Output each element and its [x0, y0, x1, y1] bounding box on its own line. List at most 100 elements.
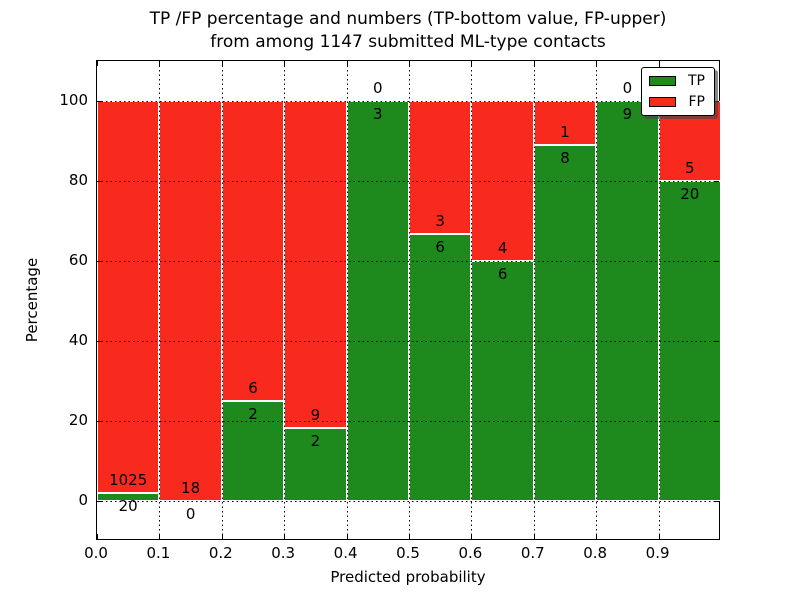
- bar-segment-fp: [221, 101, 285, 401]
- x-tick-mark-top: [409, 61, 410, 66]
- x-tick-label: 0.7: [520, 544, 545, 562]
- v-gridline: [221, 61, 223, 539]
- x-tick-label: 0.1: [146, 544, 171, 562]
- y-tick-mark-right: [714, 421, 719, 422]
- y-tick-mark-right: [714, 101, 719, 102]
- y-tick-label: 60: [68, 251, 88, 269]
- x-tick-mark-top: [97, 61, 98, 66]
- x-tick-label: 0.5: [396, 544, 420, 562]
- y-tick-label: 20: [68, 411, 88, 429]
- v-gridline: [471, 61, 473, 539]
- bar-segment-tp: [284, 428, 347, 501]
- fp-count-label: 4: [497, 239, 508, 257]
- x-tick-mark: [596, 534, 598, 539]
- fp-count-label: 18: [181, 479, 201, 497]
- x-tick-label: 0.8: [583, 544, 608, 562]
- y-tick-mark-right: [714, 261, 719, 262]
- v-gridline: [596, 61, 598, 539]
- bar-0.6-0.7: [471, 101, 534, 501]
- v-gridline: [409, 61, 410, 539]
- y-axis-label: Percentage: [23, 257, 41, 343]
- x-tick-mark-top: [658, 61, 660, 66]
- y-tick-label: 40: [68, 331, 88, 349]
- fp-count-label: 1: [560, 123, 570, 142]
- plot-area: TP FP 1025 20 18 0 6 2 9 2 0 3 3 6 4 6 1 8 0 9 5 20: [96, 60, 721, 540]
- y-tick-mark-right: [714, 341, 719, 342]
- v-gridline: [533, 61, 535, 539]
- x-tick-mark: [471, 534, 473, 539]
- x-tick-label: 0.0: [84, 544, 108, 562]
- x-axis-label: Predicted probability: [330, 568, 486, 586]
- tp-count-label: 0: [185, 505, 196, 523]
- bar-segment-tp: [471, 261, 534, 501]
- x-tick-mark-top: [159, 61, 161, 66]
- y-tick-label: 0: [78, 491, 88, 509]
- v-gridline: [658, 61, 660, 539]
- fp-count-label: 3: [435, 212, 445, 231]
- x-tick-mark: [159, 534, 161, 539]
- v-gridline: [346, 61, 348, 539]
- x-tick-mark: [533, 534, 535, 539]
- x-tick-mark: [221, 534, 223, 539]
- legend-label-fp: FP: [688, 94, 706, 110]
- tp-count-label: 9: [622, 105, 633, 123]
- h-gridline-80: [97, 181, 719, 182]
- x-tick-mark: [346, 534, 348, 539]
- tp-count-label: 6: [497, 265, 508, 283]
- bar-0.7-0.8: [533, 101, 597, 501]
- x-tick-label: 0.9: [645, 544, 670, 562]
- x-tick-mark: [284, 534, 286, 539]
- bar-segment-fp: [284, 101, 347, 429]
- y-tick-mark: [97, 181, 102, 182]
- y-tick-mark-right: [714, 501, 719, 502]
- x-tick-mark-top: [221, 61, 223, 66]
- h-gridline-60: [97, 261, 719, 262]
- tp-count-label: 8: [560, 149, 570, 168]
- fp-count-label: 0: [622, 79, 633, 97]
- legend-swatch-tp: [649, 76, 676, 86]
- y-tick-mark: [97, 421, 102, 422]
- x-tick-mark: [409, 534, 410, 539]
- tp-count-label: 20: [680, 185, 700, 203]
- x-tick-label: 0.6: [458, 544, 483, 562]
- h-gridline-40: [97, 341, 719, 342]
- x-tick-label: 0.3: [271, 544, 296, 562]
- tp-count-label: 2: [248, 405, 258, 423]
- y-tick-label: 100: [59, 91, 88, 109]
- x-tick-mark-top: [346, 61, 348, 66]
- bar-0.0-0.1: [97, 101, 160, 501]
- y-tick-label: 80: [68, 171, 88, 189]
- tp-count-label: 3: [373, 105, 383, 123]
- chart-title-line2: from among 1147 submitted ML-type contac…: [210, 32, 606, 52]
- x-tick-label: 0.2: [208, 544, 233, 562]
- bar-0.1-0.2: [159, 101, 222, 501]
- bar-0.4-0.5: [346, 101, 409, 501]
- bar-segment-fp: [97, 101, 160, 494]
- v-gridline: [159, 61, 161, 539]
- tp-count-label: 2: [310, 432, 321, 451]
- bar-0.8-0.9: [596, 101, 659, 501]
- bar-segment-fp: [409, 101, 472, 235]
- y-tick-mark: [97, 341, 102, 342]
- x-tick-label: 0.4: [333, 544, 358, 562]
- tp-count-label: 20: [118, 497, 138, 516]
- fp-count-label: 1025: [109, 471, 148, 490]
- fp-count-label: 6: [248, 379, 258, 397]
- chart-title: TP /FP percentage and numbers (TP-bottom…: [96, 8, 720, 54]
- y-tick-mark: [97, 261, 102, 262]
- legend: TP FP: [641, 67, 715, 116]
- bar-0.2-0.3: [221, 101, 285, 501]
- chart-title-line1: TP /FP percentage and numbers (TP-bottom…: [149, 9, 667, 29]
- h-gridline-0: [97, 501, 719, 502]
- fp-count-label: 5: [685, 159, 695, 177]
- x-tick-mark-top: [284, 61, 286, 66]
- y-tick-mark-right: [714, 181, 719, 182]
- x-tick-mark-top: [471, 61, 473, 66]
- bar-segment-tp: [221, 401, 285, 501]
- bar-segment-tp: [533, 145, 597, 501]
- legend-label-tp: TP: [688, 73, 705, 89]
- bar-segment-fp: [159, 101, 222, 501]
- bar-0.5-0.6: [409, 101, 472, 501]
- v-gridline: [284, 61, 286, 539]
